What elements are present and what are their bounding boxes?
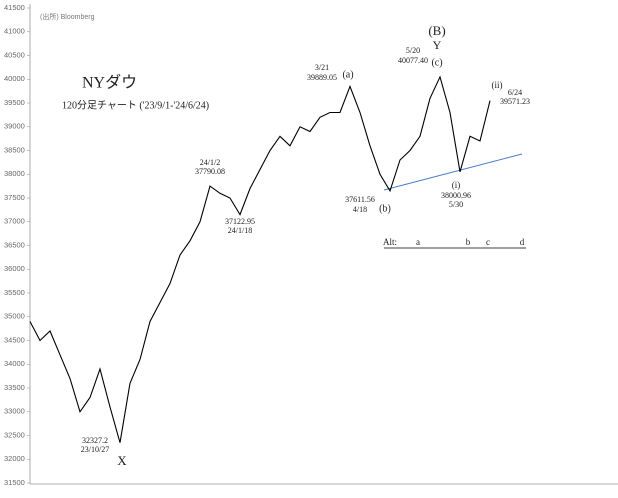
source: (出所) Bloomberg	[40, 12, 95, 21]
y-tick-label: 32500	[4, 430, 25, 439]
annotation: (b)	[379, 203, 391, 214]
y-tick-label: 35000	[4, 312, 25, 321]
annotation: (c)	[431, 57, 442, 68]
annotation: 38000.96	[441, 191, 471, 200]
annotation: 40077.40	[398, 56, 428, 65]
annotation: (ii)	[492, 80, 503, 90]
y-tick-label: 38500	[4, 145, 25, 154]
y-tick-label: 37500	[4, 193, 25, 202]
y-tick-label: 36000	[4, 264, 25, 273]
y-tick-label: 34000	[4, 359, 25, 368]
annotation: (i)	[452, 180, 461, 190]
annotation: X	[117, 453, 127, 468]
annotation: 3/21	[315, 63, 329, 72]
annotation: (a)	[342, 69, 353, 80]
y-tick-label: 31500	[4, 478, 25, 487]
price-line	[29, 75, 491, 443]
y-tick-label: 34500	[4, 335, 25, 344]
alt-label: Alt:	[383, 237, 397, 247]
y-tick-label: 41000	[4, 27, 25, 36]
annotation: 32327.2	[82, 436, 108, 445]
y-tick-label: 40000	[4, 74, 25, 83]
annotation: 4/18	[353, 205, 367, 214]
y-tick-label: 33500	[4, 383, 25, 392]
annotation: 5/20	[406, 46, 420, 55]
annotation: 37122.95	[225, 217, 255, 226]
annotation: 39889.05	[307, 73, 337, 82]
alt-label: c	[486, 237, 490, 247]
annotation: 24/1/18	[228, 226, 252, 235]
y-tick-label: 36500	[4, 240, 25, 249]
chart-title: NYダウ	[82, 74, 137, 92]
annotation: (B)	[428, 23, 445, 38]
y-tick-label: 39500	[4, 98, 25, 107]
y-tick-label: 35500	[4, 288, 25, 297]
annotation: 37611.56	[345, 195, 375, 204]
y-tick-label: 40500	[4, 50, 25, 59]
y-tick-label: 39000	[4, 122, 25, 131]
y-tick-label: 33000	[4, 407, 25, 416]
y-tick-label: 37000	[4, 217, 25, 226]
y-tick-label: 41500	[4, 3, 25, 12]
annotation: 23/10/27	[81, 445, 109, 454]
trendline	[383, 153, 523, 191]
annotation: Y	[433, 38, 442, 52]
y-tick-label: 32000	[4, 454, 25, 463]
annotation: 5/30	[449, 200, 463, 209]
annotation: 39571.23	[500, 97, 530, 106]
alt-label: b	[466, 237, 471, 247]
alt-label: a	[416, 237, 420, 247]
alt-label: d	[520, 237, 525, 247]
annotation: 6/24	[508, 88, 522, 97]
chart-subtitle: 120分足チャート ('23/9/1-'24/6/24)	[62, 99, 209, 111]
y-tick-label: 38000	[4, 169, 25, 178]
annotation: 24/1/2	[200, 158, 220, 167]
annotation: 37790.08	[195, 167, 225, 176]
